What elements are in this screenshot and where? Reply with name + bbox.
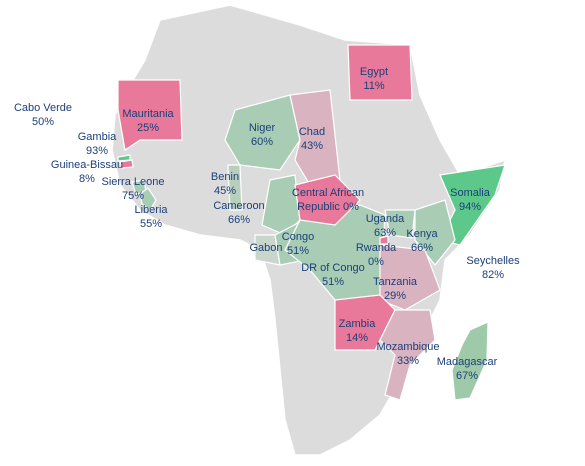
country-value: 14% [345,332,369,344]
country-shape [451,321,489,401]
country-label: Niger 60% [249,121,275,149]
country-label: Rwanda 0% [356,241,396,269]
country-shape [414,199,456,266]
country-shape [379,244,441,311]
country-value: 0% [342,201,359,213]
country-value: 33% [396,355,420,367]
country-shape [227,164,243,211]
country-value: 45% [213,185,237,197]
country-name: Congo [281,231,315,243]
country-name: Egypt [359,66,389,78]
country-shape [139,187,157,211]
country-value: 50% [31,116,55,128]
country-label: Sierra Leone 75% [102,175,165,203]
country-name: Gabon [249,242,283,254]
country-shape [294,174,361,226]
country-label: Mozambique 33% [377,340,440,368]
country-value: 94% [458,201,482,213]
country-label: Madagascar 67% [437,355,498,383]
country-value: 75% [121,190,145,202]
country-label: Somalia 94% [450,186,490,214]
country-value: 66% [227,214,251,226]
country-name: Zambia [338,318,376,330]
country-label: Gambia 93% [78,130,117,158]
country-name: Liberia [134,204,168,216]
country-shape [347,44,413,101]
country-value: 60% [250,136,274,148]
country-name: Cameroon [213,200,265,212]
country-name: Benin [210,171,240,183]
country-label: Benin 45% [211,170,239,198]
country-name: Seychelles [466,255,520,267]
country-value: 29% [383,290,407,302]
country-name: Kenya [406,228,438,240]
country-value: 43% [300,140,324,152]
country-shape [439,164,506,246]
country-name: Madagascar [436,356,498,368]
country-label: Tanzania 29% [373,275,417,303]
country-value: 8% [79,173,95,185]
country-label: Uganda 63% [366,212,405,240]
country-label: Egypt 11% [360,65,388,93]
country-name: Sierra Leone [101,176,165,188]
country-label: Kenya 66% [406,227,437,255]
country-name: Uganda [365,213,405,225]
country-label: DR of Congo 51% [301,261,365,289]
country-label: Seychelles 82% [466,254,519,282]
country-name: Niger [248,122,276,134]
country-label: Central African Republic 0% [284,186,372,214]
country-name: Mauritania [122,108,174,120]
country-name: Gambia [77,131,117,143]
country-shape [379,235,389,245]
country-shape [384,209,416,239]
country-value: 0% [368,256,384,268]
country-label: Guinea-Bissau 8% [51,158,123,186]
country-value: 51% [286,245,310,257]
country-label: Cameroon 66% [213,199,264,227]
country-name: Guinea-Bissau [50,159,124,171]
country-value: 63% [373,227,397,239]
country-value: 11% [363,80,385,92]
country-shape [379,309,436,401]
country-label: Chad 43% [299,125,325,153]
country-label: Gabon [249,241,282,255]
country-label: Congo 51% [282,230,314,258]
country-name: DR of Congo [301,262,365,274]
country-name: Chad [298,126,326,138]
country-name: Rwanda [355,242,397,254]
country-value: 66% [410,242,434,254]
country-value: 55% [139,218,163,230]
country-value: 51% [321,276,345,288]
country-name: Somalia [450,187,490,199]
country-label: Liberia 55% [134,203,167,231]
country-shape [117,79,183,152]
country-value: 67% [455,370,479,382]
country-value: 93% [85,145,109,157]
country-name: Mozambique [376,341,440,353]
country-label: Zambia 14% [339,317,376,345]
country-value: 25% [136,122,160,134]
country-name: Central African Republic [291,187,365,213]
country-name: Tanzania [372,276,418,288]
country-label: Mauritania 25% [122,107,173,135]
country-value: 82% [481,269,505,281]
country-name: Cabo Verde [13,102,73,114]
country-shape [119,159,134,169]
country-label: Cabo Verde 50% [14,101,72,129]
